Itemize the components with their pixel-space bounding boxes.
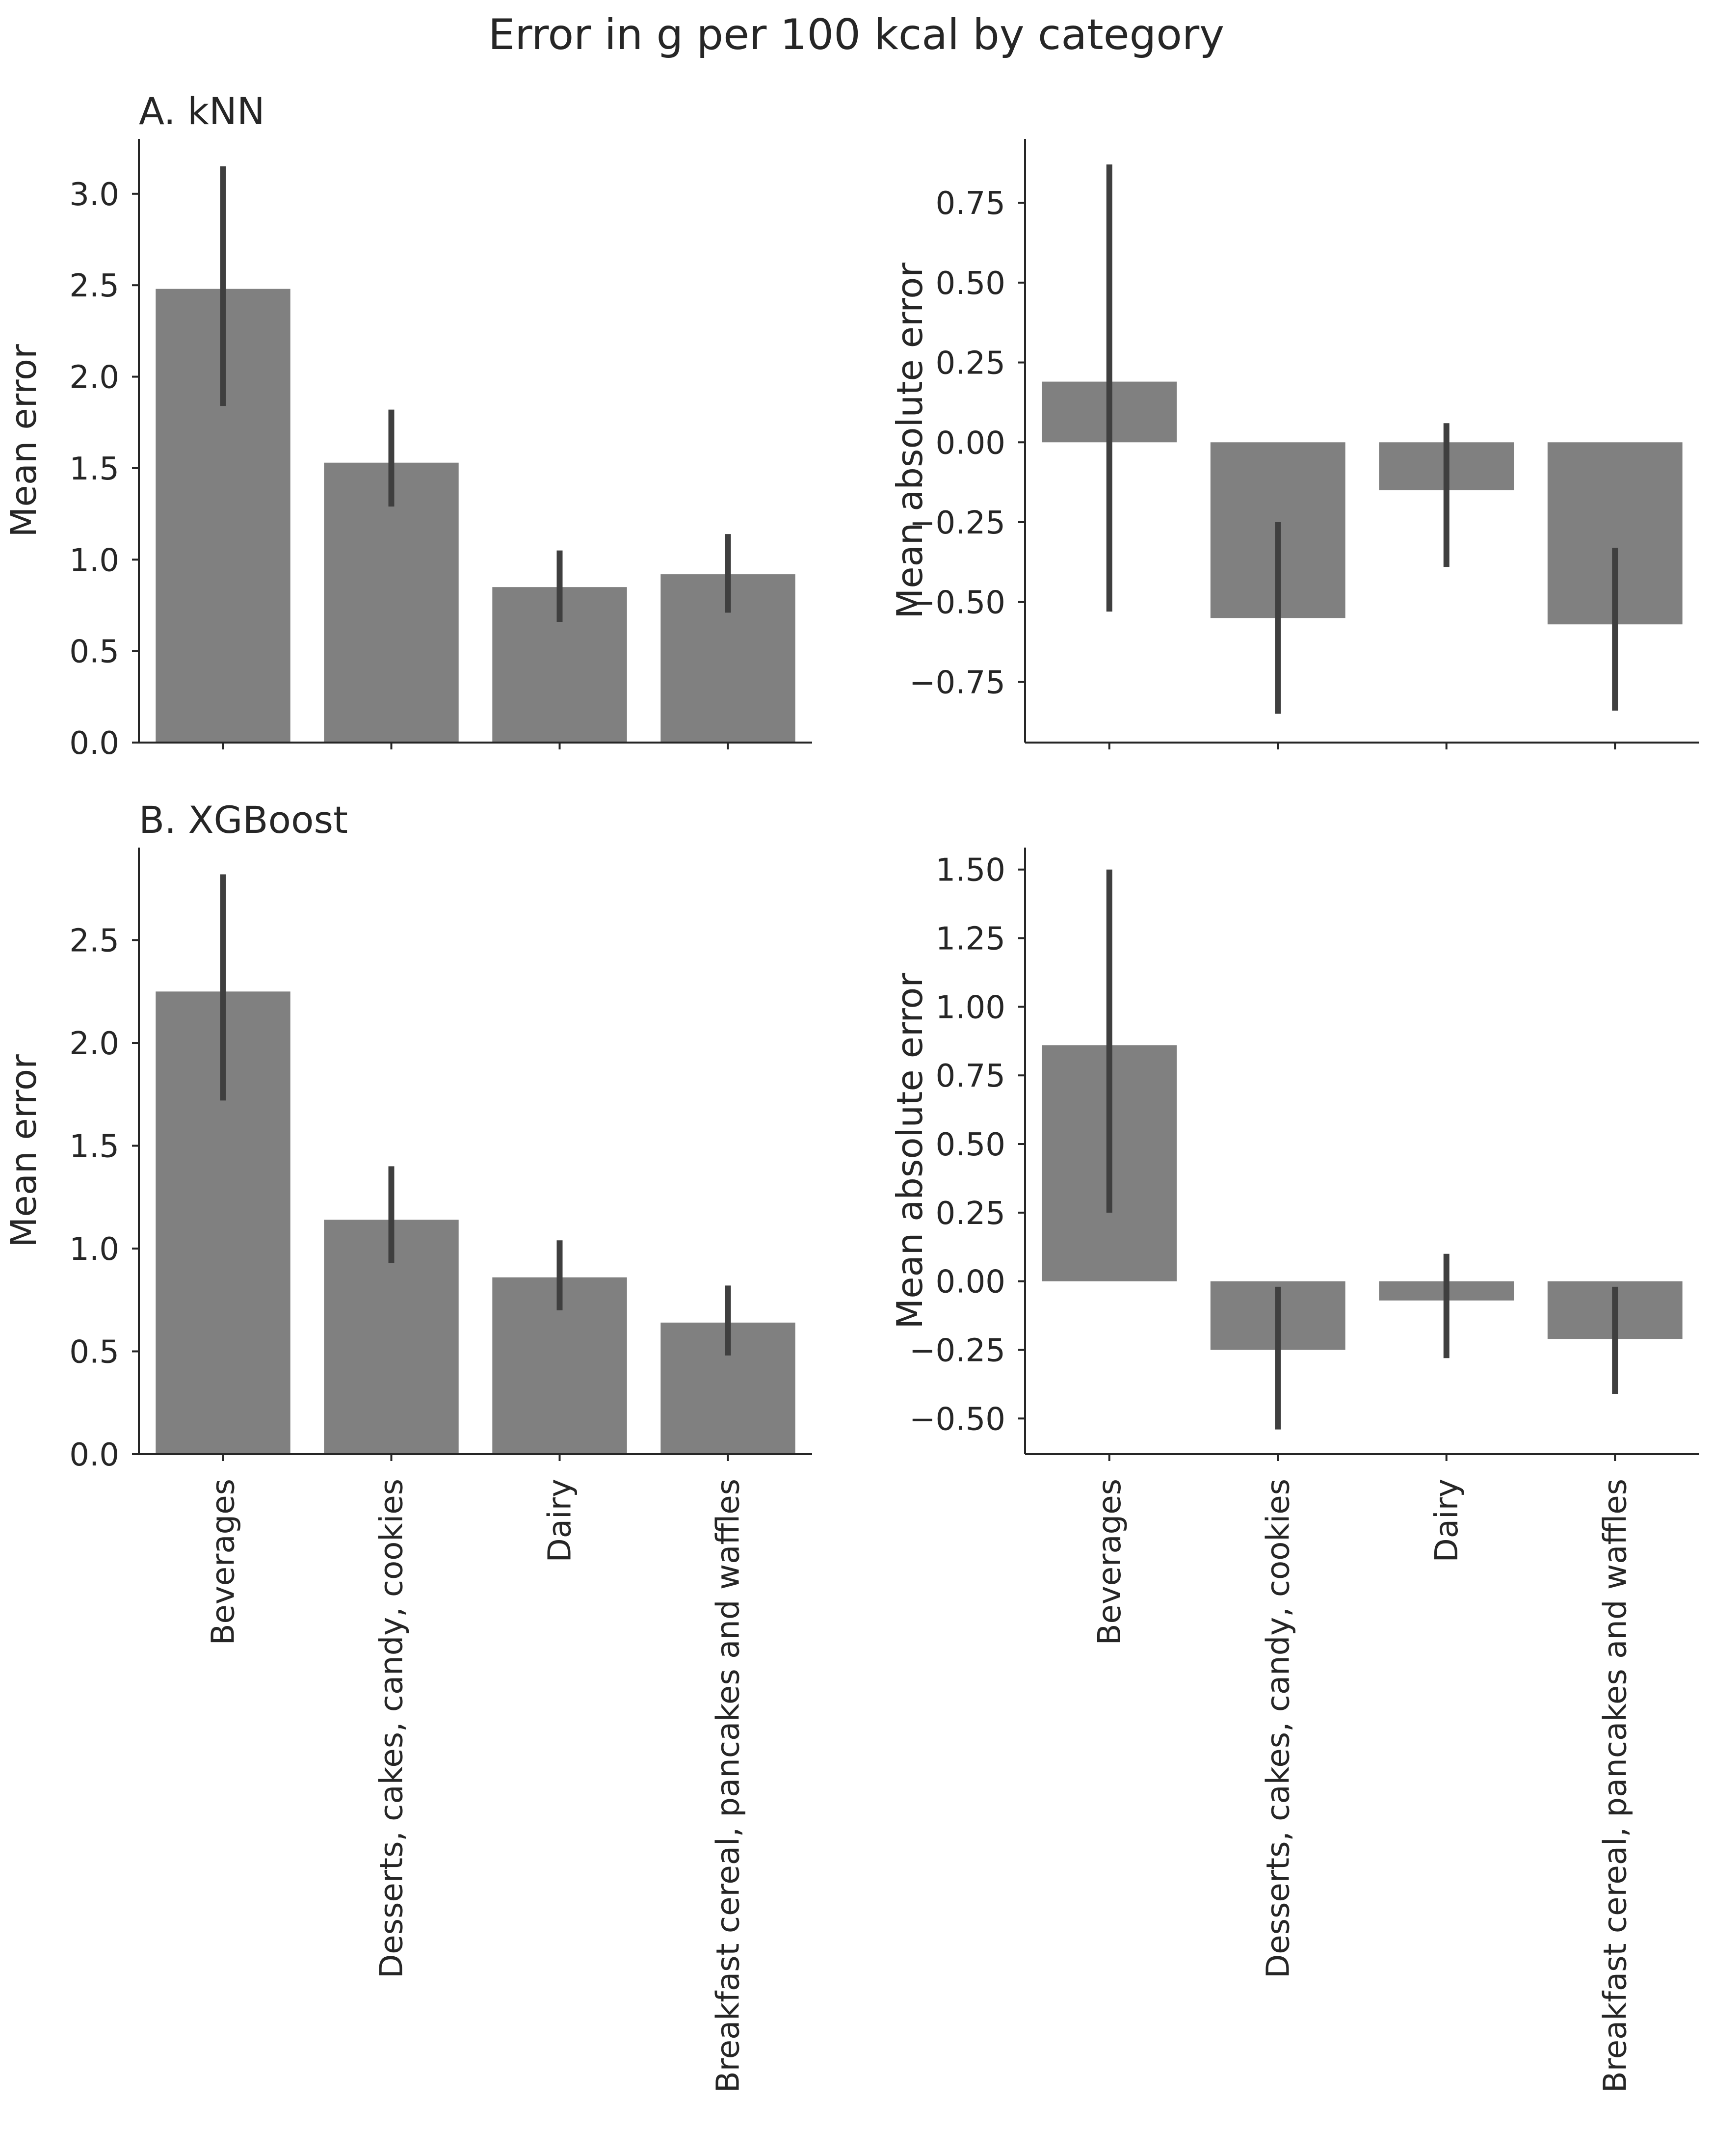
y-tick-label: 1.5 <box>69 1129 119 1165</box>
y-tick-label: 1.5 <box>69 451 119 487</box>
panel-a-knn-mean-absolute-error: −0.75 −0.50 −0.25 0.00 0.25 0.50 0.75 Mean abso… <box>889 139 1699 749</box>
panel-a-knn-mean-error: 0.0 0.5 1.0 1.5 2.0 2.5 3.0 Mean error A. kNN <box>3 89 812 762</box>
y-tick-label: 0.50 <box>936 266 1006 302</box>
panel-title: B. XGBoost <box>139 798 348 842</box>
y-tick-label: 0.00 <box>936 1264 1006 1301</box>
y-tick-label: −0.25 <box>909 505 1005 541</box>
panel-b-xgboost-mean-error: 0.0 0.5 1.0 1.5 2.0 2.5 Beverages Desserts, cak… <box>3 798 812 2093</box>
y-tick-label: 1.0 <box>69 1231 119 1268</box>
y-tick-label: 2.0 <box>69 1026 119 1062</box>
y-tick-label: 1.50 <box>936 852 1006 889</box>
bar-desserts-cakes-candy-cookies <box>324 462 459 743</box>
y-tick-label: −0.25 <box>909 1332 1005 1369</box>
y-axis-label: Mean error <box>3 344 44 537</box>
y-tick-label: −0.50 <box>909 1401 1005 1437</box>
y-tick-label: 0.25 <box>936 346 1006 382</box>
y-tick-label: −0.50 <box>909 585 1005 621</box>
category-label-beverages: Beverages <box>206 1479 242 1645</box>
y-tick-label: 0.00 <box>936 425 1006 461</box>
y-tick-label: 2.0 <box>69 360 119 396</box>
panel-b-xgboost-mean-absolute-error: −0.50 −0.25 0.00 0.25 0.50 0.75 1.00 1.25 1.50 Be… <box>889 848 1699 2093</box>
y-tick-label: 1.0 <box>69 542 119 579</box>
y-tick-label: 0.75 <box>936 186 1006 222</box>
category-label-dairy: Dairy <box>542 1479 579 1562</box>
y-tick-label: −0.75 <box>909 665 1005 701</box>
y-axis-label: Mean error <box>3 1054 44 1248</box>
y-tick-label: 0.5 <box>69 1334 119 1371</box>
y-tick-label: 0.75 <box>936 1058 1006 1094</box>
category-label-breakfast-cereal-pancakes-waffles: Breakfast cereal, pancakes and waffles <box>1597 1479 1634 2093</box>
category-label-desserts-cakes-candy-cookies: Desserts, cakes, candy, cookies <box>1260 1479 1296 1978</box>
y-tick-label: 0.5 <box>69 634 119 670</box>
category-label-beverages: Beverages <box>1092 1479 1128 1645</box>
y-tick-label: 0.25 <box>936 1196 1006 1232</box>
y-tick-label: 0.50 <box>936 1127 1006 1163</box>
y-tick-label: 0.0 <box>69 725 119 762</box>
panel-title: A. kNN <box>139 89 265 133</box>
category-label-dairy: Dairy <box>1429 1479 1465 1562</box>
y-axis-label: Mean absolute error <box>889 263 930 619</box>
y-axis-label: Mean absolute error <box>889 973 930 1329</box>
y-tick-label: 1.25 <box>936 921 1006 958</box>
y-tick-label: 0.0 <box>69 1437 119 1473</box>
figure-title: Error in g per 100 kcal by category <box>488 10 1224 59</box>
y-tick-label: 2.5 <box>69 923 119 959</box>
y-tick-label: 3.0 <box>69 177 119 213</box>
y-tick-label: 1.00 <box>936 989 1006 1026</box>
y-tick-label: 2.5 <box>69 268 119 304</box>
category-label-breakfast-cereal-pancakes-waffles: Breakfast cereal, pancakes and waffles <box>711 1479 747 2093</box>
category-label-desserts-cakes-candy-cookies: Desserts, cakes, candy, cookies <box>374 1479 410 1978</box>
